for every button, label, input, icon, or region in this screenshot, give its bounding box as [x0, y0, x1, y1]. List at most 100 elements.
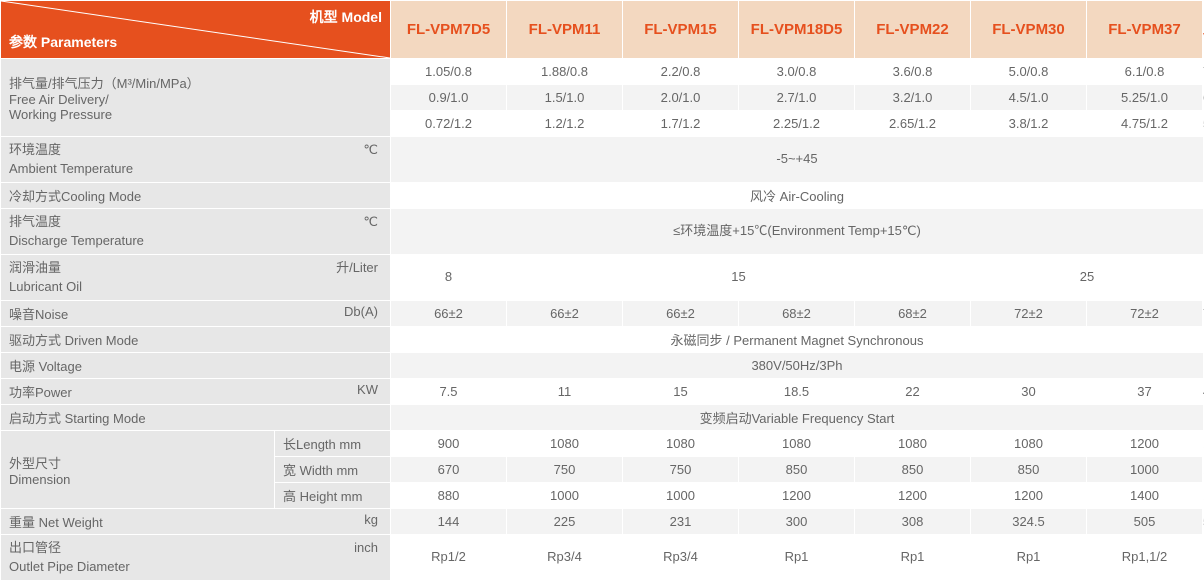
cell: 72±2 — [1087, 301, 1203, 327]
dim-height-label: 高 Height mm — [275, 483, 391, 509]
pipe-label: 出口管径inch Outlet Pipe Diameter — [1, 535, 391, 581]
model-label: 机型 Model — [310, 7, 382, 27]
start-row: 启动方式 Starting Mode 变频启动Variable Frequenc… — [1, 405, 1204, 431]
cell: 324.5 — [971, 509, 1087, 535]
cell: 72±2 — [971, 301, 1087, 327]
cell: Rp1/2 — [391, 535, 507, 581]
cell: 0.72/1.2 — [391, 111, 507, 137]
discharge-label: 排气温度℃ Discharge Temperature — [1, 209, 391, 255]
cell: 72±2 — [1203, 301, 1204, 327]
weight-row: 重量 Net Weightkg 144 225 231 300 308 324.… — [1, 509, 1204, 535]
power-row: 功率PowerKW 7.5 11 15 18.5 22 30 37 45 — [1, 379, 1204, 405]
cell: 3.2/1.0 — [855, 85, 971, 111]
cell: 1000 — [507, 483, 623, 509]
cell: 3.0/0.8 — [739, 59, 855, 85]
cell: 5.5/1.2 — [1203, 111, 1204, 137]
voltage-value: 380V/50Hz/3Ph — [391, 353, 1204, 379]
fad-row-1: 排气量/排气压力（M³/Min/MPa） Free Air Delivery/ … — [1, 59, 1204, 85]
dim-length-label: 长Length mm — [275, 431, 391, 457]
cell: 225 — [507, 509, 623, 535]
cell: 850 — [739, 457, 855, 483]
ambient-label: 环境温度℃ Ambient Temperature — [1, 137, 391, 183]
oil-v3: 25 — [971, 255, 1204, 301]
cell: 2.65/1.2 — [855, 111, 971, 137]
start-value: 变频启动Variable Frequency Start — [391, 405, 1204, 431]
oil-label: 润滑油量升/Liter Lubricant Oil — [1, 255, 391, 301]
param-label: 参数 Parameters — [9, 32, 117, 52]
model-col-6: FL-VPM37 — [1087, 1, 1203, 59]
cell: 11 — [507, 379, 623, 405]
model-col-7: FL-VPM45 — [1203, 1, 1204, 59]
cell: 45 — [1203, 379, 1204, 405]
model-col-5: FL-VPM30 — [971, 1, 1087, 59]
driven-row: 驱动方式 Driven Mode 永磁同步 / Permanent Magnet… — [1, 327, 1204, 353]
fad-label: 排气量/排气压力（M³/Min/MPa） Free Air Delivery/ … — [1, 59, 391, 137]
voltage-row: 电源 Voltage 380V/50Hz/3Ph — [1, 353, 1204, 379]
cell: 850 — [971, 457, 1087, 483]
noise-row: 噪音NoiseDb(A) 66±2 66±2 66±2 68±2 68±2 72… — [1, 301, 1204, 327]
header-corner: 机型 Model 参数 Parameters — [1, 1, 391, 59]
spec-table: 机型 Model 参数 Parameters FL-VPM7D5 FL-VPM1… — [0, 0, 1204, 581]
cell: 15 — [623, 379, 739, 405]
fad-label-cn: 排气量/排气压力（M³/Min/MPa） — [9, 73, 390, 92]
cell: 1200 — [739, 483, 855, 509]
cell: 300 — [739, 509, 855, 535]
cell: 1000 — [1203, 457, 1204, 483]
voltage-label: 电源 Voltage — [1, 353, 391, 379]
cell: 670 — [391, 457, 507, 483]
cell: Rp1 — [855, 535, 971, 581]
cooling-label: 冷却方式Cooling Mode — [1, 183, 391, 209]
cell: 0.9/1.0 — [391, 85, 507, 111]
cell: 1200 — [1087, 431, 1203, 457]
cell: 68±2 — [855, 301, 971, 327]
cell: 1.88/0.8 — [507, 59, 623, 85]
model-col-3: FL-VPM18D5 — [739, 1, 855, 59]
cell: 1000 — [1087, 457, 1203, 483]
cell: 750 — [507, 457, 623, 483]
driven-label: 驱动方式 Driven Mode — [1, 327, 391, 353]
cell: Rp1 — [971, 535, 1087, 581]
header-row: 机型 Model 参数 Parameters FL-VPM7D5 FL-VPM1… — [1, 1, 1204, 59]
oil-v1: 8 — [391, 255, 507, 301]
cell: 7.5 — [391, 379, 507, 405]
cell: 68±2 — [739, 301, 855, 327]
cell: 900 — [391, 431, 507, 457]
fad-label-en1: Free Air Delivery/ — [9, 92, 390, 107]
model-col-4: FL-VPM22 — [855, 1, 971, 59]
driven-value: 永磁同步 / Permanent Magnet Synchronous — [391, 327, 1204, 353]
pipe-row: 出口管径inch Outlet Pipe Diameter Rp1/2 Rp3/… — [1, 535, 1204, 581]
cell: 66±2 — [507, 301, 623, 327]
cell: 2.2/0.8 — [623, 59, 739, 85]
cell: 1080 — [739, 431, 855, 457]
cell: 66±2 — [623, 301, 739, 327]
cell: 1.5/1.0 — [507, 85, 623, 111]
cell: 1200 — [1203, 431, 1204, 457]
cell: 5.0/0.8 — [971, 59, 1087, 85]
cell: 5.25/1.0 — [1087, 85, 1203, 111]
cell: 1400 — [1087, 483, 1203, 509]
cell: 1200 — [855, 483, 971, 509]
cell: Rp1 — [739, 535, 855, 581]
cell: 850 — [855, 457, 971, 483]
cell: Rp3/4 — [623, 535, 739, 581]
cell: 66±2 — [391, 301, 507, 327]
cell: 18.5 — [739, 379, 855, 405]
cell: 7.15/0.8 — [1203, 59, 1204, 85]
fad-label-en2: Working Pressure — [9, 107, 390, 122]
dim-width-label: 宽 Width mm — [275, 457, 391, 483]
ambient-value: -5~+45 — [391, 137, 1204, 183]
cell: 4.75/1.2 — [1087, 111, 1203, 137]
discharge-row: 排气温度℃ Discharge Temperature ≤环境温度+15℃(En… — [1, 209, 1204, 255]
oil-v2: 15 — [507, 255, 971, 301]
cell: 144 — [391, 509, 507, 535]
model-col-1: FL-VPM11 — [507, 1, 623, 59]
cell: 2.25/1.2 — [739, 111, 855, 137]
cell: Rp1,1/2 — [1203, 535, 1204, 581]
cell: 2.0/1.0 — [623, 85, 739, 111]
cell: 1080 — [507, 431, 623, 457]
dim-length-row: 外型尺寸 Dimension 长Length mm 900 1080 1080 … — [1, 431, 1204, 457]
start-label: 启动方式 Starting Mode — [1, 405, 391, 431]
dim-group-label: 外型尺寸 Dimension — [1, 431, 275, 509]
cell: 22 — [855, 379, 971, 405]
cell: Rp1,1/2 — [1087, 535, 1203, 581]
